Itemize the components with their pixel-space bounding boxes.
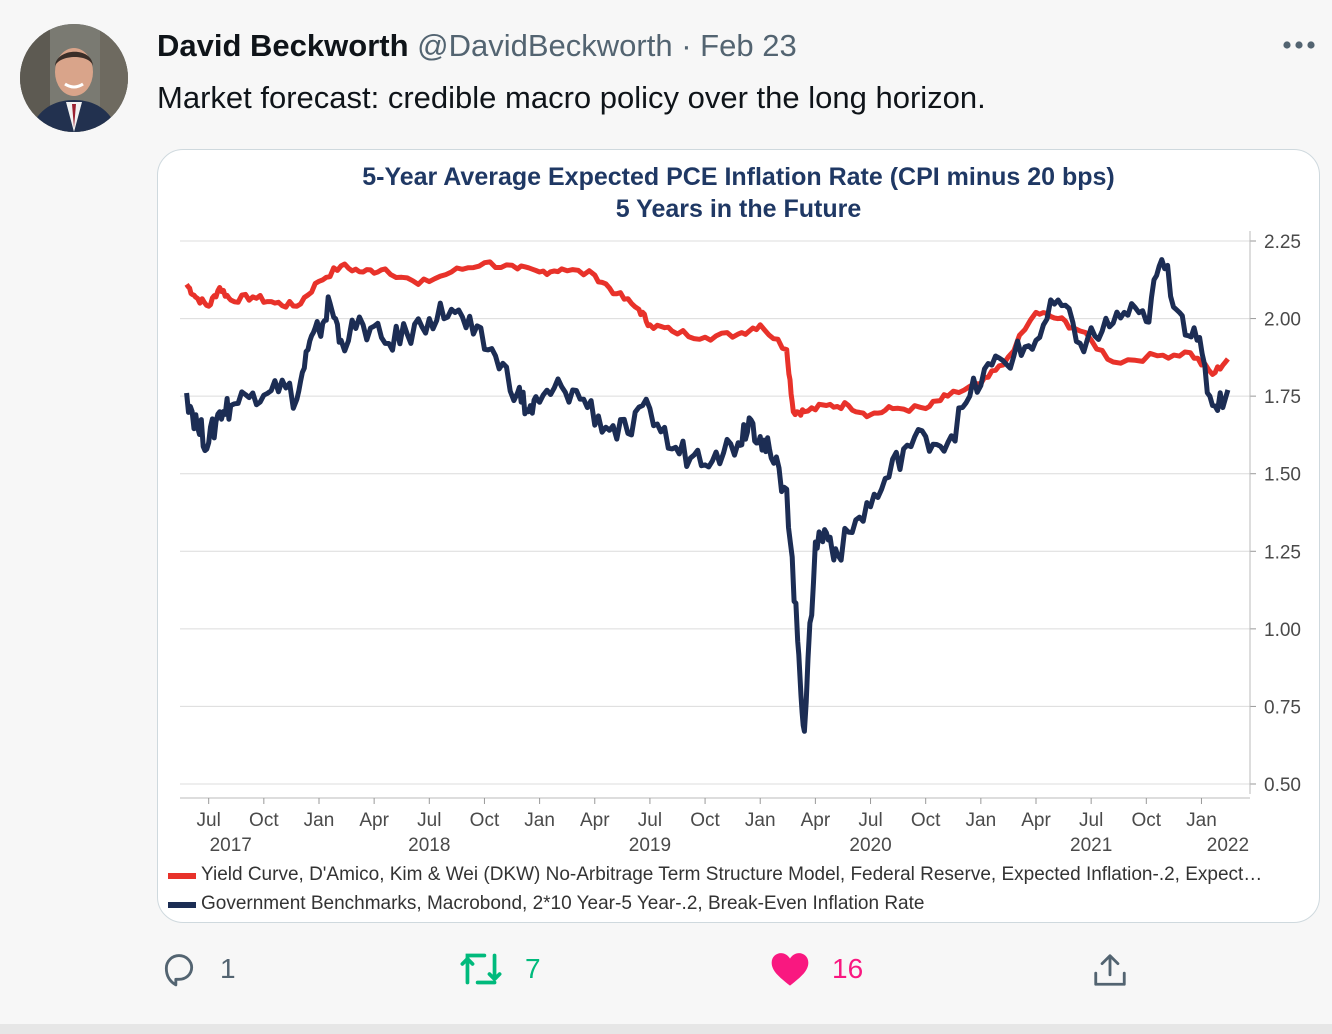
x-tick-label: Jul — [858, 810, 882, 831]
retweet-count: 7 — [525, 953, 541, 984]
y-tick-label: 1.00 — [1264, 620, 1301, 641]
y-tick-label: 2.00 — [1264, 310, 1301, 331]
x-tick-label: Jul — [638, 810, 662, 831]
reply-count: 1 — [220, 953, 236, 984]
series-line-dkw — [184, 259, 1230, 420]
y-axis: 2.25 2.00 1.75 1.50 1.25 1.00 0.75 0.50 — [1249, 231, 1301, 796]
x-tick-label: Jul — [197, 810, 221, 831]
x-tick-label: Jan — [966, 810, 997, 831]
x-tick-label: Oct — [1132, 810, 1162, 831]
x-tick-label: Jan — [304, 810, 335, 831]
y-tick-label: 1.75 — [1264, 387, 1301, 408]
x-axis: Jul Oct Jan Apr Jul Oct Jan Apr Jul Oct Jan Apr Jul O… — [180, 797, 1250, 856]
x-tick-label: Oct — [911, 810, 941, 831]
series-line-breakeven — [184, 257, 1231, 734]
x-tick-label: Jul — [1079, 810, 1103, 831]
x-tick-label: Apr — [359, 810, 389, 831]
tweet-actions: 1 7 16 — [0, 950, 1332, 1000]
x-tick-label: Jul — [417, 810, 441, 831]
line-chart: 2.252.001.751.501.251.000.750.50 Jul Oct J… — [168, 231, 1301, 914]
x-tick-label: Oct — [470, 810, 500, 831]
more-options-button[interactable] — [1280, 30, 1318, 60]
chart-subtitle: 5 Years in the Future — [615, 195, 862, 223]
tweet-date[interactable]: Feb 23 — [700, 28, 797, 63]
legend-label: Government Benchmarks, Macrobond, 2*10 Y… — [201, 893, 924, 914]
chart-series — [184, 257, 1231, 734]
reply-icon — [164, 954, 194, 987]
x-tick-label: Oct — [690, 810, 720, 831]
x-tick-label: Oct — [249, 810, 279, 831]
x-tick-label: Apr — [580, 810, 610, 831]
x-year-label: 2022 — [1207, 835, 1249, 856]
x-tick-label: Apr — [801, 810, 831, 831]
y-tick-label: 2.25 — [1264, 232, 1301, 253]
x-year-label: 2021 — [1070, 835, 1112, 856]
legend-swatch — [168, 902, 196, 908]
heart-icon — [771, 953, 809, 986]
share-button[interactable] — [1091, 950, 1129, 990]
legend-swatch — [168, 873, 196, 879]
retweet-icon — [460, 953, 502, 985]
y-tick-label: 0.75 — [1264, 697, 1301, 718]
chart-legend: Yield Curve, D'Amico, Kim & Wei (DKW) No… — [168, 864, 1262, 914]
x-tick-label: Jan — [745, 810, 776, 831]
more-icon — [1283, 41, 1315, 49]
profile-photo — [20, 24, 128, 132]
separator-dot: · — [681, 28, 692, 63]
x-year-label: 2017 — [210, 835, 252, 856]
like-button[interactable]: 16 — [770, 950, 863, 988]
y-tick-label: 1.50 — [1264, 465, 1301, 486]
x-tick-label: Jan — [1186, 810, 1217, 831]
x-tick-label: Apr — [1021, 810, 1051, 831]
x-year-label: 2020 — [849, 835, 891, 856]
reply-button[interactable]: 1 — [160, 950, 236, 988]
author-name[interactable]: David Beckworth — [157, 28, 409, 63]
like-count: 16 — [832, 953, 864, 984]
divider — [0, 1024, 1332, 1034]
x-year-label: 2018 — [408, 835, 450, 856]
share-icon — [1094, 954, 1126, 986]
chart-grid — [180, 240, 1250, 785]
x-year-label: 2019 — [629, 835, 671, 856]
chart-title: 5-Year Average Expected PCE Inflation Ra… — [362, 163, 1115, 191]
legend-label: Yield Curve, D'Amico, Kim & Wei (DKW) No… — [201, 864, 1262, 885]
chart-image-card[interactable]: 5-Year Average Expected PCE Inflation Ra… — [157, 149, 1320, 923]
tweet-header: David Beckworth @DavidBeckworth · Feb 23 — [157, 26, 797, 66]
x-tick-label: Jan — [524, 810, 555, 831]
avatar[interactable] — [20, 24, 128, 132]
y-tick-label: 1.25 — [1264, 542, 1301, 563]
tweet-text: Market forecast: credible macro policy o… — [157, 80, 986, 115]
retweet-button[interactable]: 7 — [459, 950, 541, 988]
y-tick-label: 0.50 — [1264, 775, 1301, 796]
author-handle[interactable]: @DavidBeckworth — [417, 28, 673, 63]
